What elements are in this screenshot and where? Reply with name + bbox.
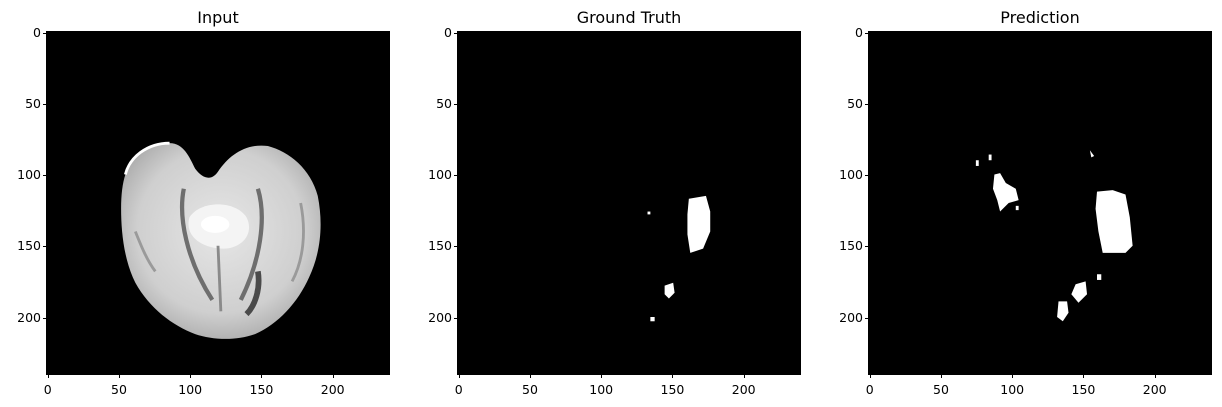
y-tick-mark bbox=[43, 103, 47, 105]
mri-input-image bbox=[46, 31, 390, 375]
y-tick-label: 150 bbox=[428, 238, 452, 254]
x-tick-label: 200 bbox=[1142, 382, 1167, 397]
x-tick-label: 50 bbox=[933, 382, 949, 397]
prediction-mask-image bbox=[868, 31, 1212, 375]
y-tick-mark bbox=[454, 32, 458, 34]
x-tick-label: 150 bbox=[660, 382, 685, 397]
x-tick-label: 50 bbox=[111, 382, 127, 397]
y-tick-mark bbox=[454, 317, 458, 319]
y-tick-label: 50 bbox=[847, 95, 863, 111]
x-tick-mark bbox=[672, 374, 674, 378]
y-tick-label: 0 bbox=[33, 24, 41, 40]
x-tick-mark bbox=[529, 374, 531, 378]
panel-ground-truth: Ground Truth 0 50 100 150 200 0 50 100 150 200 bbox=[411, 0, 801, 407]
x-tick-mark bbox=[332, 374, 334, 378]
x-tick-mark bbox=[118, 374, 120, 378]
x-tick-mark bbox=[190, 374, 192, 378]
y-tick-label: 200 bbox=[428, 309, 452, 325]
y-tick-mark bbox=[865, 175, 869, 177]
y-tick-mark bbox=[454, 175, 458, 177]
y-tick-label: 150 bbox=[17, 238, 41, 254]
x-tick-mark bbox=[869, 374, 871, 378]
y-tick-label: 50 bbox=[25, 95, 41, 111]
y-tick-label: 100 bbox=[17, 167, 41, 183]
x-tick-label: 200 bbox=[320, 382, 345, 397]
x-tick-mark bbox=[1012, 374, 1014, 378]
y-tick-mark bbox=[454, 246, 458, 248]
x-tick-mark bbox=[458, 374, 460, 378]
x-tick-label: 150 bbox=[1071, 382, 1096, 397]
x-tick-label: 0 bbox=[454, 382, 463, 397]
panel-title: Input bbox=[197, 8, 239, 27]
x-tick-mark bbox=[1083, 374, 1085, 378]
x-tick-mark bbox=[940, 374, 942, 378]
x-tick-mark bbox=[601, 374, 603, 378]
x-tick-label: 0 bbox=[865, 382, 874, 397]
x-tick-label: 100 bbox=[1000, 382, 1025, 397]
x-tick-label: 100 bbox=[178, 382, 203, 397]
x-tick-mark bbox=[261, 374, 263, 378]
y-tick-mark bbox=[865, 32, 869, 34]
y-tick-label: 100 bbox=[428, 167, 452, 183]
y-tick-label: 0 bbox=[444, 24, 452, 40]
x-tick-mark bbox=[47, 374, 49, 378]
y-tick-mark bbox=[865, 317, 869, 319]
y-tick-mark bbox=[43, 246, 47, 248]
y-tick-mark bbox=[43, 32, 47, 34]
x-tick-label: 200 bbox=[731, 382, 756, 397]
panel-prediction: Prediction 0 50 100 150 200 0 50 100 150 200 bbox=[822, 0, 1212, 407]
x-tick-label: 50 bbox=[522, 382, 538, 397]
y-tick-mark bbox=[865, 246, 869, 248]
y-tick-mark bbox=[43, 317, 47, 319]
x-tick-mark bbox=[743, 374, 745, 378]
x-tick-label: 0 bbox=[43, 382, 52, 397]
panel-title: Prediction bbox=[1000, 8, 1080, 27]
x-tick-label: 100 bbox=[589, 382, 614, 397]
y-tick-mark bbox=[43, 175, 47, 177]
x-tick-mark bbox=[1154, 374, 1156, 378]
y-tick-mark bbox=[865, 103, 869, 105]
ground-truth-mask-image bbox=[457, 31, 801, 375]
y-tick-mark bbox=[454, 103, 458, 105]
y-tick-label: 200 bbox=[839, 309, 863, 325]
panel-title: Ground Truth bbox=[576, 8, 682, 27]
y-tick-label: 100 bbox=[839, 167, 863, 183]
y-tick-label: 150 bbox=[839, 238, 863, 254]
x-tick-label: 150 bbox=[249, 382, 274, 397]
y-tick-label: 0 bbox=[855, 24, 863, 40]
y-tick-label: 200 bbox=[17, 309, 41, 325]
y-tick-label: 50 bbox=[436, 95, 452, 111]
panel-input: Input 0 50 100 150 200 0 50 100 150 200 bbox=[0, 0, 390, 407]
